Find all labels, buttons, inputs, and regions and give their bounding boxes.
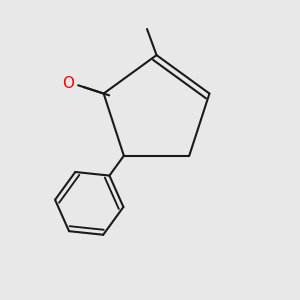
Text: O: O: [62, 76, 74, 92]
